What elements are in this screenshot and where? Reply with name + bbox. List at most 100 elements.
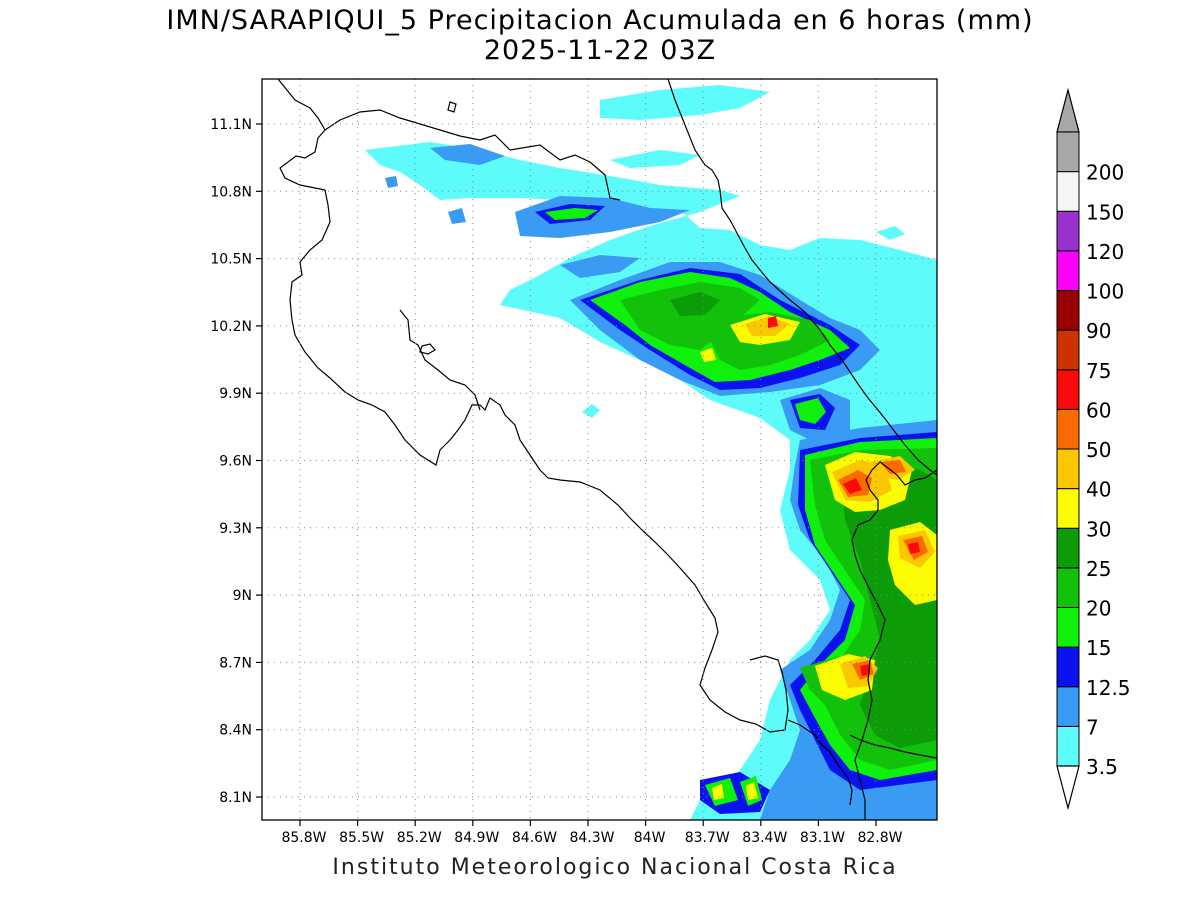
rain-area-50mm (880, 460, 906, 474)
lon-tick-label: 83.4W (742, 830, 787, 846)
latitude-labels: 11.1N 10.8N 10.5N 10.2N 9.9N 9.6N 9.3N 9N 8.7N 8.… (210, 117, 252, 806)
colorbar-level-label: 3.5 (1086, 755, 1118, 779)
colorbar-level-label: 12.5 (1086, 676, 1131, 700)
coastline-osa (787, 719, 853, 806)
colorbar-segment (1056, 329, 1080, 371)
colorbar-level-label: 15 (1086, 636, 1111, 660)
colorbar-segment (1056, 171, 1080, 212)
longitude-labels: 85.8W 85.5W 85.2W 84.9W 84.6W 84.3W 84W 83.7W 83… (281, 830, 902, 846)
rain-area-7mm (515, 196, 690, 238)
lon-tick-label: 84.6W (512, 830, 557, 846)
rain-area-7mm (430, 144, 505, 165)
colorbar-level-label: 150 (1086, 200, 1124, 224)
lon-tick-label: 85.8W (281, 830, 326, 846)
colorbar-segment (1056, 369, 1080, 410)
colorbar-segment (1056, 686, 1080, 727)
precipitation-field (365, 85, 937, 820)
rain-area-cyan (910, 385, 937, 400)
footer-credit: Instituto Meteorologico Nacional Costa R… (332, 855, 898, 880)
rain-area-7mm (560, 255, 640, 278)
rain-area-cyan (610, 150, 700, 168)
colorbar-level-label: 7 (1086, 715, 1099, 739)
rain-area-25mm (670, 292, 720, 316)
lat-tick-label: 10.8N (210, 184, 252, 200)
colorbar-segment (1056, 290, 1080, 331)
rain-area-15mm (545, 208, 598, 220)
colorbar-level-label: 75 (1086, 359, 1111, 383)
lat-tick-label: 8.7N (219, 655, 252, 671)
coastline-nicaragua-north (277, 79, 621, 201)
colorbar-bottom-arrow (1056, 765, 1080, 811)
rain-area-7mm (385, 176, 398, 188)
colorbar-segment (1056, 408, 1080, 450)
coastline (277, 79, 937, 820)
lat-tick-label: 9.9N (219, 386, 252, 402)
lat-tick-label: 11.1N (210, 117, 252, 133)
axis-ticks (256, 123, 877, 826)
lon-tick-label: 85.2W (397, 830, 442, 846)
colorbar: 3.5 7 12.5 15 20 25 30 40 50 60 75 90 100 120 150 200 (1056, 87, 1131, 811)
rain-area-30mm (700, 348, 716, 362)
lon-tick-label: 85.5W (339, 830, 384, 846)
colorbar-segment (1056, 567, 1080, 608)
lon-tick-label: 84W (634, 830, 666, 846)
rain-area-60mm (768, 316, 778, 328)
lon-tick-label: 83.7W (685, 830, 730, 846)
coastline-island (447, 101, 457, 113)
rain-area-40mm (745, 316, 790, 336)
colorbar-segment (1056, 448, 1080, 490)
colorbar-level-label: 25 (1086, 557, 1111, 581)
coastline-west-bay (279, 129, 789, 733)
colorbar-level-label: 50 (1086, 438, 1111, 462)
rain-area-30mm (746, 782, 758, 800)
colorbar-segment (1056, 250, 1080, 291)
colorbar-segment (1056, 646, 1080, 688)
rain-area-60mm (860, 664, 870, 676)
map-frame (261, 78, 938, 821)
rain-area-30mm (712, 784, 724, 800)
colorbar-top-arrow (1056, 87, 1080, 133)
rain-area-cyan (876, 226, 905, 240)
coastline-gulf (849, 734, 937, 759)
lat-tick-label: 9.3N (219, 521, 252, 537)
colorbar-level-label: 20 (1086, 597, 1111, 621)
rain-area-60mm (843, 478, 862, 494)
colorbar-segment (1056, 210, 1080, 252)
lat-tick-label: 9.6N (219, 454, 252, 470)
lon-tick-label: 84.9W (454, 830, 499, 846)
colorbar-segment (1056, 131, 1080, 173)
colorbar-level-label: 120 (1086, 240, 1124, 264)
border-costa-rica-panama (851, 461, 937, 820)
rain-area-15mm (795, 398, 826, 424)
colorbar-segment (1056, 488, 1080, 529)
colorbar-level-label: 100 (1086, 280, 1124, 304)
map-title: IMN/SARAPIQUI_5 Precipitacion Acumulada … (166, 5, 1034, 36)
rain-area-cyan (600, 85, 770, 120)
rain-area-60mm (908, 542, 920, 554)
colorbar-level-label: 60 (1086, 398, 1111, 422)
colorbar-segment (1056, 607, 1080, 648)
rain-area-20mm (620, 282, 760, 350)
coastline-inner (399, 309, 481, 411)
rain-area-cyan (582, 404, 600, 418)
map-subtitle: 2025-11-22 03Z (483, 35, 717, 66)
colorbar-labels: 3.5 7 12.5 15 20 25 30 40 50 60 75 90 100 120 150 200 (1086, 161, 1131, 779)
rain-area-7mm (448, 208, 466, 224)
lat-tick-label: 9N (233, 588, 252, 604)
lon-tick-label: 83.1W (800, 830, 845, 846)
coastline-caribbean (667, 79, 937, 476)
lat-tick-label: 10.2N (210, 319, 252, 335)
colorbar-level-label: 40 (1086, 478, 1111, 502)
colorbar-level-label: 30 (1086, 517, 1111, 541)
coastline-island (419, 343, 436, 355)
colorbar-level-label: 90 (1086, 319, 1111, 343)
lat-tick-label: 8.4N (219, 723, 252, 739)
lon-tick-label: 82.8W (857, 830, 902, 846)
colorbar-segment (1056, 527, 1080, 569)
colorbar-level-label: 200 (1086, 161, 1124, 185)
lat-tick-label: 8.1N (219, 790, 252, 806)
lat-tick-label: 10.5N (210, 252, 252, 268)
lon-tick-label: 84.3W (569, 830, 614, 846)
colorbar-segment (1056, 725, 1080, 767)
